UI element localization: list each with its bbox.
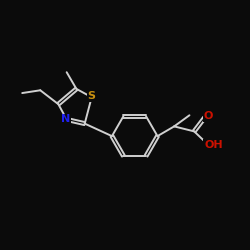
Text: O: O [204,111,213,121]
Text: S: S [88,91,96,101]
Text: N: N [61,114,70,124]
Text: OH: OH [204,140,223,150]
